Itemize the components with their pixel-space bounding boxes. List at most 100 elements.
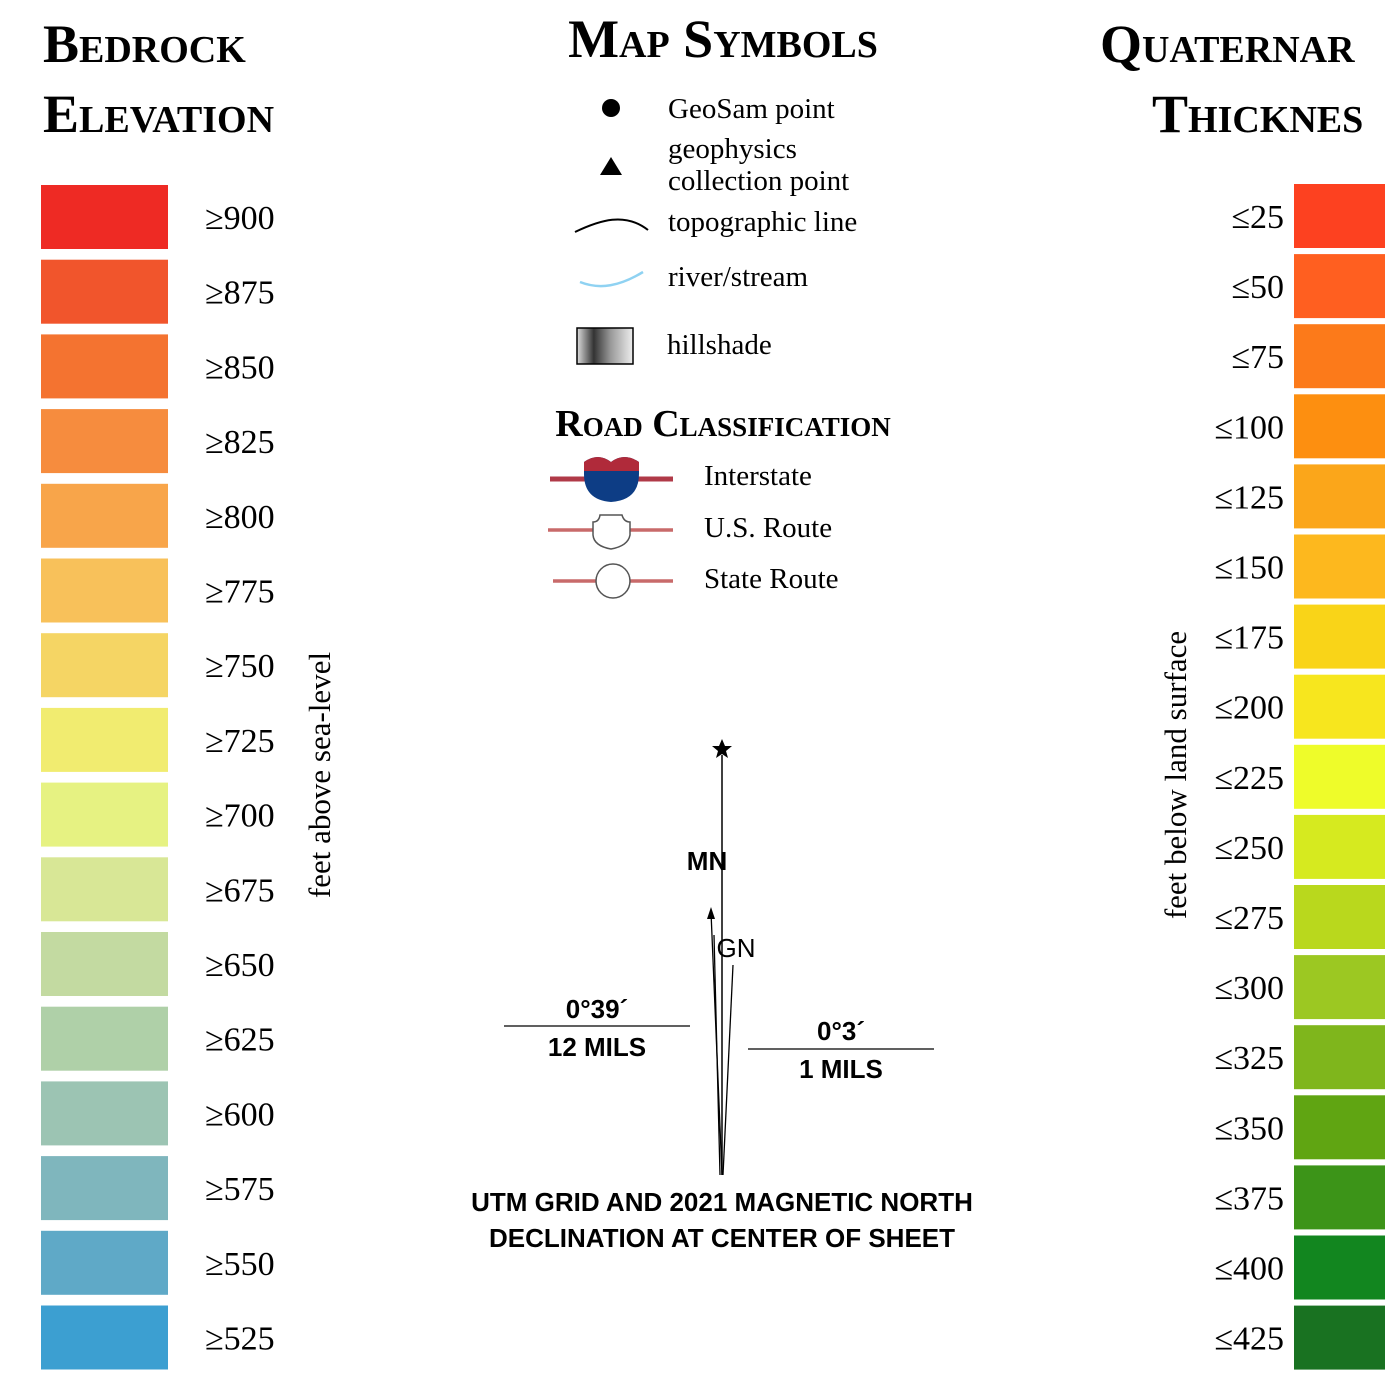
swatch-label: ≤375 bbox=[1214, 1180, 1284, 1217]
swatch-label: ≤150 bbox=[1214, 550, 1284, 587]
swatch-label: ≥550 bbox=[205, 1246, 275, 1283]
swatch-label: ≥525 bbox=[205, 1321, 275, 1358]
swatch-label: ≥725 bbox=[205, 723, 275, 760]
color-swatch bbox=[41, 633, 168, 697]
state-route-circle bbox=[596, 564, 630, 598]
color-swatch bbox=[1294, 885, 1385, 949]
caption: DECLINATION AT CENTER OF SHEET bbox=[489, 1223, 955, 1253]
triangle-symbol bbox=[600, 157, 622, 175]
color-swatch bbox=[41, 334, 168, 398]
swatch-label: ≤100 bbox=[1214, 409, 1284, 446]
mils-label: 12 MILS bbox=[548, 1032, 646, 1062]
gn-line bbox=[714, 935, 720, 1175]
color-swatch bbox=[41, 1081, 168, 1145]
color-swatch bbox=[41, 1007, 168, 1071]
river-symbol bbox=[580, 272, 643, 286]
swatch-label: ≥600 bbox=[205, 1096, 275, 1133]
point-symbol bbox=[602, 99, 620, 117]
color-swatch bbox=[1294, 605, 1385, 669]
swatch-label: ≤175 bbox=[1214, 620, 1284, 657]
color-swatch bbox=[1294, 1306, 1385, 1370]
swatch-label: ≥850 bbox=[205, 349, 275, 386]
swatch-label: ≥750 bbox=[205, 648, 275, 685]
color-swatch bbox=[1294, 1025, 1385, 1089]
road-label: U.S. Route bbox=[704, 512, 832, 544]
color-swatch bbox=[41, 783, 168, 847]
swatch-label: ≤225 bbox=[1214, 760, 1284, 797]
swatch-label: ≥575 bbox=[205, 1171, 275, 1208]
swatch-label: ≤350 bbox=[1214, 1110, 1284, 1147]
color-swatch bbox=[1294, 324, 1385, 388]
swatch-label: ≤200 bbox=[1214, 690, 1284, 727]
swatch-label: ≥625 bbox=[205, 1022, 275, 1059]
symbol-label: river/stream bbox=[668, 261, 809, 293]
page: {"bedrock": {"title_lines": ["Bedrock", … bbox=[0, 0, 1385, 1373]
color-swatch bbox=[41, 1156, 168, 1220]
color-swatch bbox=[1294, 675, 1385, 739]
mn-arrowhead bbox=[707, 907, 715, 919]
road-label: State Route bbox=[704, 563, 839, 595]
topo-line-symbol bbox=[575, 219, 648, 232]
color-swatch bbox=[41, 260, 168, 324]
swatch-label: ≥900 bbox=[205, 200, 275, 237]
mils-label: 1 MILS bbox=[799, 1054, 883, 1084]
color-swatch bbox=[1294, 1236, 1385, 1300]
color-swatch bbox=[1294, 1165, 1385, 1229]
gn-line bbox=[723, 965, 733, 1175]
color-swatch bbox=[41, 409, 168, 473]
legend-title: Quaternar bbox=[1100, 14, 1355, 74]
swatch-label: ≥875 bbox=[205, 275, 275, 312]
swatch-label: ≥800 bbox=[205, 499, 275, 536]
color-swatch bbox=[1294, 745, 1385, 809]
section-title: Road Classification bbox=[555, 403, 891, 445]
gn-label: GN bbox=[717, 933, 756, 963]
swatch-label: ≥775 bbox=[205, 574, 275, 611]
legend-title: Thicknes bbox=[1152, 84, 1363, 144]
swatch-label: ≤425 bbox=[1214, 1321, 1284, 1358]
symbol-label: topographic line bbox=[668, 206, 857, 238]
axis-label: feet below land surface bbox=[1158, 631, 1193, 919]
color-swatch bbox=[1294, 1095, 1385, 1159]
axis-label: feet above sea-level bbox=[302, 652, 337, 898]
color-swatch bbox=[1294, 184, 1385, 248]
color-swatch bbox=[1294, 815, 1385, 879]
swatch-label: ≥700 bbox=[205, 798, 275, 835]
symbol-label: GeoSam point bbox=[668, 93, 835, 125]
color-swatch bbox=[1294, 464, 1385, 528]
angle-label: 0°3´ bbox=[817, 1016, 865, 1046]
color-swatch bbox=[1294, 254, 1385, 318]
swatch-label: ≤50 bbox=[1231, 269, 1284, 306]
symbol-label: collection point bbox=[668, 165, 849, 197]
us-route-shield bbox=[593, 515, 630, 549]
swatch-label: ≤275 bbox=[1214, 900, 1284, 937]
color-swatch bbox=[1294, 535, 1385, 599]
color-swatch bbox=[41, 708, 168, 772]
swatch-label: ≤300 bbox=[1214, 970, 1284, 1007]
swatch-label: ≤75 bbox=[1231, 339, 1284, 376]
swatch-label: ≥650 bbox=[205, 947, 275, 984]
color-swatch bbox=[41, 932, 168, 996]
color-swatch bbox=[41, 1306, 168, 1370]
swatch-label: ≤400 bbox=[1214, 1251, 1284, 1288]
mn-label: MN bbox=[687, 846, 727, 876]
color-swatch bbox=[41, 857, 168, 921]
swatch-label: ≤325 bbox=[1214, 1040, 1284, 1077]
swatch-label: ≤125 bbox=[1214, 479, 1284, 516]
hillshade-symbol bbox=[577, 328, 633, 364]
color-swatch bbox=[1294, 955, 1385, 1019]
color-swatch bbox=[41, 484, 168, 548]
swatch-label: ≥675 bbox=[205, 872, 275, 909]
interstate-shield-top bbox=[584, 457, 639, 471]
color-swatch bbox=[41, 559, 168, 623]
road-label: Interstate bbox=[704, 460, 812, 492]
legend-title: Elevation bbox=[43, 84, 274, 144]
color-swatch bbox=[41, 185, 168, 249]
angle-label: 0°39´ bbox=[566, 994, 628, 1024]
symbol-label: geophysics bbox=[668, 133, 797, 165]
symbol-label: hillshade bbox=[667, 329, 772, 361]
color-swatch bbox=[41, 1231, 168, 1295]
color-swatch bbox=[1294, 394, 1385, 458]
legend-sheet: Map Symbols GeoSam point geophysics coll… bbox=[0, 0, 1385, 1373]
swatch-label: ≤25 bbox=[1231, 199, 1284, 236]
legend-title: Bedrock bbox=[43, 14, 246, 74]
